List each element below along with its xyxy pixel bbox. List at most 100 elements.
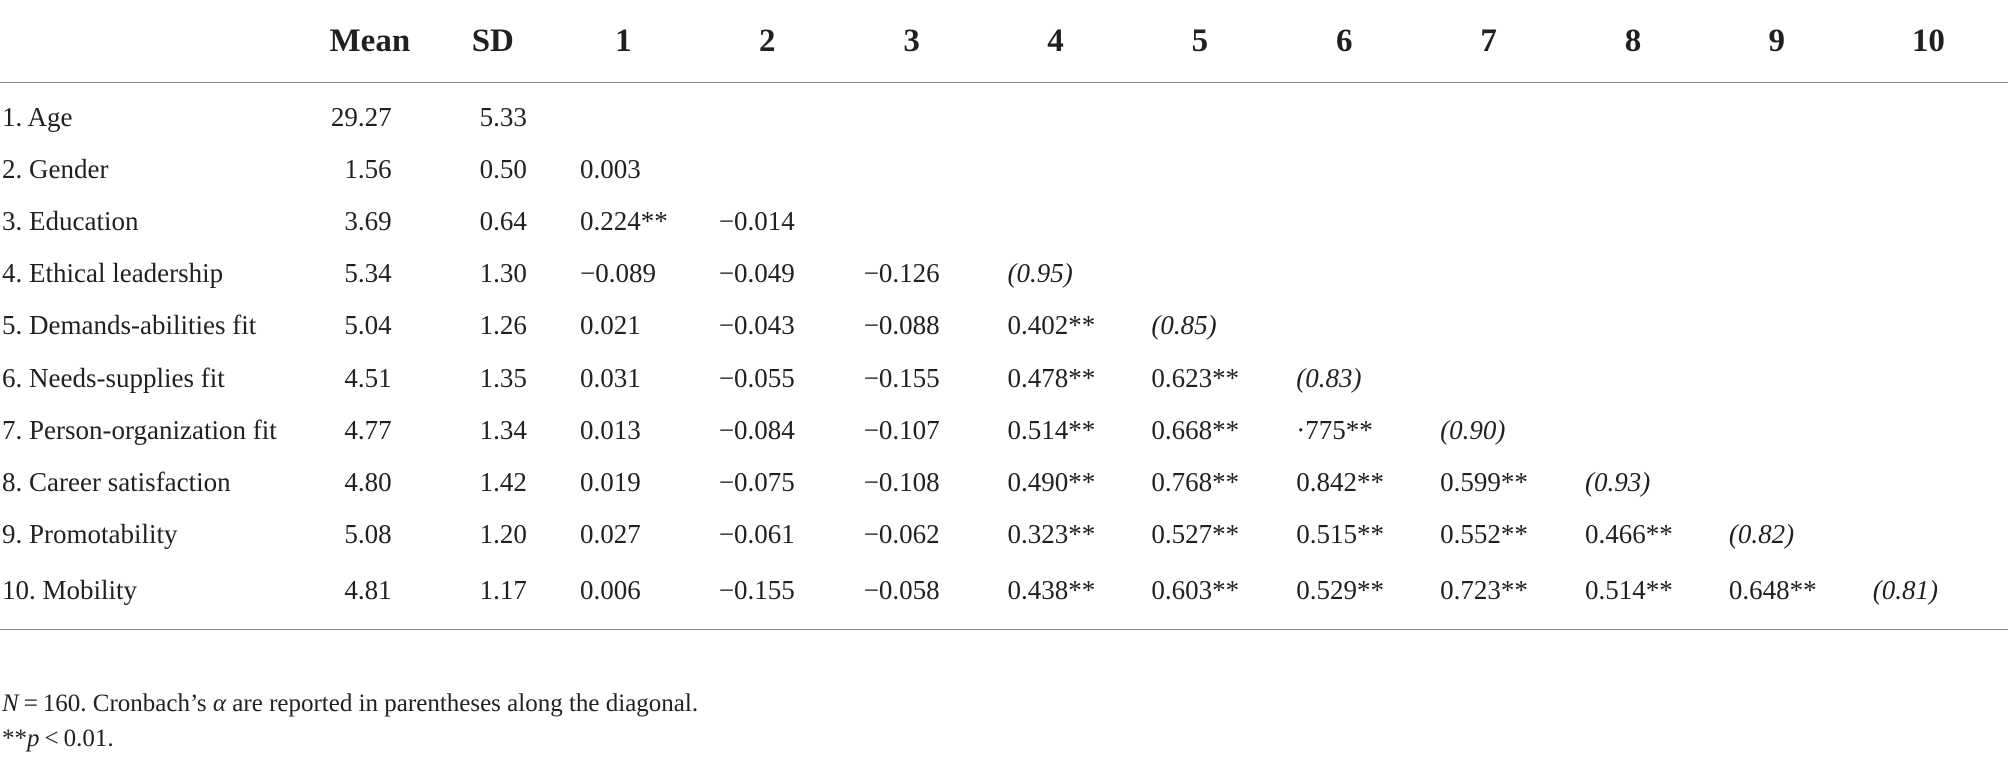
row-label: 3. Education	[2, 205, 139, 236]
table-row: 5. Demands-abilities fit 5.04 1.26 0.021 −0.…	[0, 300, 2008, 352]
mean-cell: 4.80	[344, 466, 392, 497]
sd-cell: 1.26	[479, 310, 527, 341]
mean-cell: 5.08	[344, 519, 392, 550]
row-label: 10. Mobility	[0, 560, 307, 630]
sd-cell: 0.50	[479, 153, 527, 184]
correlation-cell: 0.323**	[1007, 519, 1096, 550]
header-mean: Mean	[306, 0, 434, 83]
sd-cell: 1.34	[479, 414, 527, 445]
correlation-cell: 0.031	[579, 362, 641, 393]
correlation-cell: 0.006	[551, 560, 695, 630]
correlation-cell: −0.049	[718, 258, 795, 289]
correlation-cell: 0.466**	[1585, 519, 1673, 550]
correlation-cell: 0.552**	[1440, 519, 1528, 550]
correlation-cell	[1127, 195, 1272, 247]
sd-cell: 1.17	[433, 560, 552, 630]
correlation-cell: −0.107	[863, 414, 940, 445]
correlation-cell	[1272, 300, 1416, 352]
sd-cell: 1.42	[479, 466, 527, 497]
correlation-cell	[840, 83, 984, 144]
table-row: 1. Age 29.27 5.33	[0, 83, 2008, 144]
note-sig-stars: **	[2, 725, 27, 752]
row-label: 5. Demands-abilities fit	[2, 310, 257, 341]
correlation-cell	[1705, 143, 1849, 195]
correlation-cell	[1561, 143, 1705, 195]
row-label: 7. Person-organization fit	[2, 414, 277, 445]
correlation-cell	[1705, 300, 1849, 352]
correlation-cell	[1561, 300, 1705, 352]
header-col-8: 8	[1561, 0, 1705, 83]
note-n-text: = 160. Cronbach’s	[18, 690, 213, 717]
note-n-rest: are reported in parentheses along the di…	[226, 690, 699, 717]
mean-cell: 3.69	[344, 205, 392, 236]
correlation-cell: 0.438**	[983, 560, 1128, 630]
correlation-cell	[1272, 248, 1416, 300]
header-col-5: 5	[1127, 0, 1273, 83]
note-sample-size: N = 160. Cronbach’s α are reported in pa…	[2, 686, 698, 721]
table-body: 1. Age 29.27 5.33 2. Gender 1.56 0.50 0.003 3. …	[0, 83, 2008, 630]
correlation-cell: 0.027	[579, 519, 641, 550]
sd-cell: 5.33	[479, 101, 527, 132]
correlation-cell	[1272, 143, 1416, 195]
correlation-table: Mean SD 1 2 3 4 5 6 7 8 9 10 1. Age 29.27…	[0, 0, 2008, 630]
mean-cell: 4.51	[344, 362, 392, 393]
table-notes: N = 160. Cronbach’s α are reported in pa…	[2, 686, 698, 756]
mean-cell: 4.81	[306, 560, 434, 630]
mean-cell: 4.77	[344, 414, 392, 445]
correlation-cell	[695, 83, 840, 144]
correlation-cell	[1561, 248, 1705, 300]
table-row: 2. Gender 1.56 0.50 0.003	[0, 143, 2008, 195]
alpha-cell: (0.85)	[1151, 310, 1217, 341]
header-col-2: 2	[694, 0, 840, 83]
alpha-cell: (0.82)	[1728, 519, 1795, 550]
alpha-cell: (0.95)	[1007, 258, 1073, 289]
correlation-cell	[1849, 509, 2008, 561]
correlation-cell	[1705, 248, 1849, 300]
correlation-cell	[1272, 83, 1416, 144]
correlation-cell	[1705, 404, 1849, 456]
correlation-cell: −0.155	[694, 560, 840, 630]
header-col-10: 10	[1848, 0, 2008, 83]
correlation-cell	[1705, 456, 1849, 508]
alpha-cell: (0.93)	[1585, 466, 1651, 497]
sd-cell: 0.64	[479, 205, 527, 236]
alpha-cell	[695, 143, 840, 195]
correlation-cell	[1849, 143, 2008, 195]
correlation-cell: 0.603**	[1127, 560, 1273, 630]
correlation-cell	[1561, 404, 1705, 456]
correlation-cell: 0.478**	[1007, 362, 1096, 393]
correlation-cell	[1416, 352, 1561, 404]
sd-cell: 1.30	[479, 258, 527, 289]
correlation-cell: ·775**	[1296, 414, 1373, 445]
correlation-cell	[1561, 83, 1705, 144]
correlation-cell: −0.126	[863, 258, 940, 289]
mean-cell: 5.04	[344, 310, 392, 341]
correlation-cell: −0.055	[718, 362, 795, 393]
correlation-cell: 0.599**	[1440, 466, 1528, 497]
alpha-cell	[552, 83, 695, 144]
row-label: 4. Ethical leadership	[2, 258, 224, 289]
correlation-cell	[840, 143, 984, 195]
table-row: 10. Mobility 4.81 1.17 0.006 −0.155 −0.058 0.4…	[0, 560, 2008, 630]
correlation-cell	[1416, 248, 1561, 300]
correlation-cell: −0.089	[579, 258, 656, 289]
correlation-cell	[1849, 300, 2008, 352]
correlation-cell: 0.021	[579, 310, 641, 341]
sd-cell: 1.35	[479, 362, 527, 393]
correlation-cell: 0.527**	[1151, 519, 1240, 550]
correlation-cell: 0.842**	[1296, 466, 1385, 497]
correlation-cell	[1849, 195, 2008, 247]
correlation-cell: 0.514**	[1007, 414, 1096, 445]
table-row: 4. Ethical leadership 5.34 1.30 −0.089 −0.04…	[0, 248, 2008, 300]
header-row: Mean SD 1 2 3 4 5 6 7 8 9 10	[0, 0, 2008, 83]
correlation-cell	[1416, 83, 1561, 144]
correlation-cell: −0.061	[718, 519, 795, 550]
correlation-cell: −0.088	[863, 310, 940, 341]
row-label: 6. Needs-supplies fit	[2, 362, 225, 393]
table-row: 8. Career satisfaction 4.80 1.42 0.019 −0.07…	[0, 456, 2008, 508]
correlation-cell: −0.043	[718, 310, 795, 341]
correlation-cell	[1127, 143, 1272, 195]
correlation-cell: 0.768**	[1151, 466, 1240, 497]
table-row: 3. Education 3.69 0.64 0.224** −0.014	[0, 195, 2008, 247]
